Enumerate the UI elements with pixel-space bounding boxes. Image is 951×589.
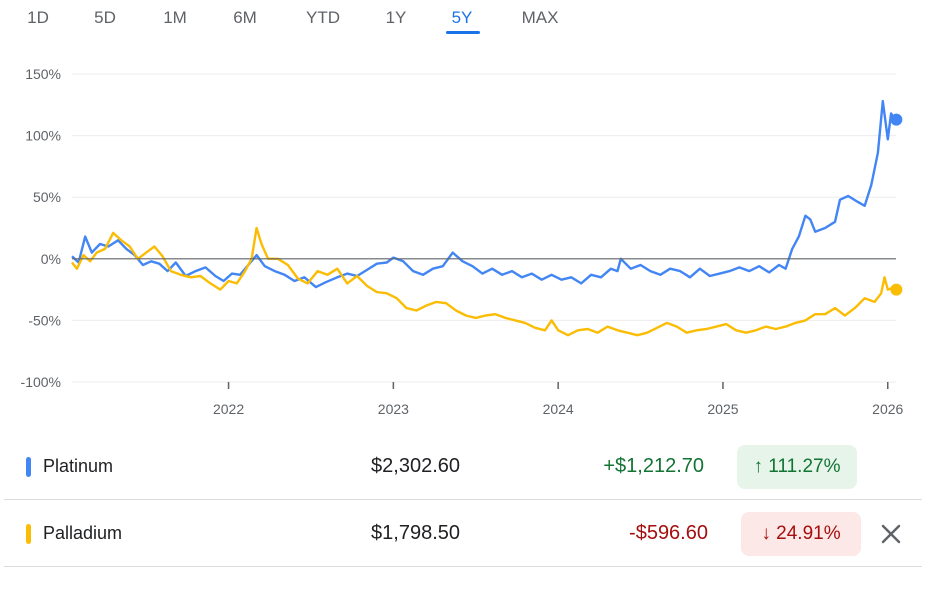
platinum-price: $2,302.60 [371, 455, 460, 477]
table-row-palladium[interactable]: Palladium $1,798.50 -$596.60 ↓ 24.91% [4, 501, 922, 567]
platinum-percent-badge: ↑ 111.27% [737, 445, 857, 489]
palladium-color-swatch [26, 524, 31, 544]
tab-1d[interactable]: 1D [27, 8, 49, 27]
x-tick-label: 2022 [213, 401, 244, 417]
y-tick-label: -100% [21, 374, 61, 390]
palladium-percent-badge: ↓ 24.91% [741, 512, 861, 556]
tab-ytd[interactable]: YTD [306, 8, 340, 27]
x-tick-label: 2026 [872, 401, 903, 417]
series-end-dot-palladium [890, 283, 903, 296]
y-tick-label: 0% [41, 251, 61, 267]
series-line-palladium [71, 226, 895, 337]
price-chart: 150% 100% 50% 0% -50% -100% 2022 2023 2024 2025 20… [21, 66, 904, 417]
series-end-dot-platinum [890, 113, 903, 126]
x-tick-label: 2024 [543, 401, 574, 417]
table-row-platinum[interactable]: Platinum $2,302.60 +$1,212.70 ↑ 111.27% [4, 434, 922, 500]
tab-max[interactable]: MAX [521, 8, 559, 27]
platinum-change: +$1,212.70 [603, 455, 704, 477]
tab-5d[interactable]: 5D [94, 8, 116, 27]
tab-5y[interactable]: 5Y [451, 8, 473, 27]
active-tab-indicator [446, 31, 480, 34]
y-tick-label: 50% [33, 189, 61, 205]
x-tick-label: 2023 [378, 401, 409, 417]
range-tabs: 1D 5D 1M 6M YTD 1Y 5Y MAX [0, 0, 951, 40]
x-tick-label: 2025 [707, 401, 738, 417]
tab-1y[interactable]: 1Y [385, 8, 407, 27]
palladium-name: Palladium [43, 523, 123, 543]
platinum-color-swatch [26, 457, 31, 477]
tab-1m[interactable]: 1M [163, 8, 187, 27]
series-line-platinum [71, 99, 896, 289]
y-tick-label: 150% [25, 66, 61, 82]
remove-comparison-button[interactable] [876, 519, 906, 549]
tab-6m[interactable]: 6M [233, 8, 257, 27]
close-icon [881, 524, 901, 544]
palladium-change: -$596.60 [629, 522, 708, 544]
platinum-name: Platinum [43, 456, 114, 476]
y-tick-label: -50% [28, 312, 61, 328]
palladium-price: $1,798.50 [371, 522, 460, 544]
y-tick-label: 100% [25, 128, 61, 144]
